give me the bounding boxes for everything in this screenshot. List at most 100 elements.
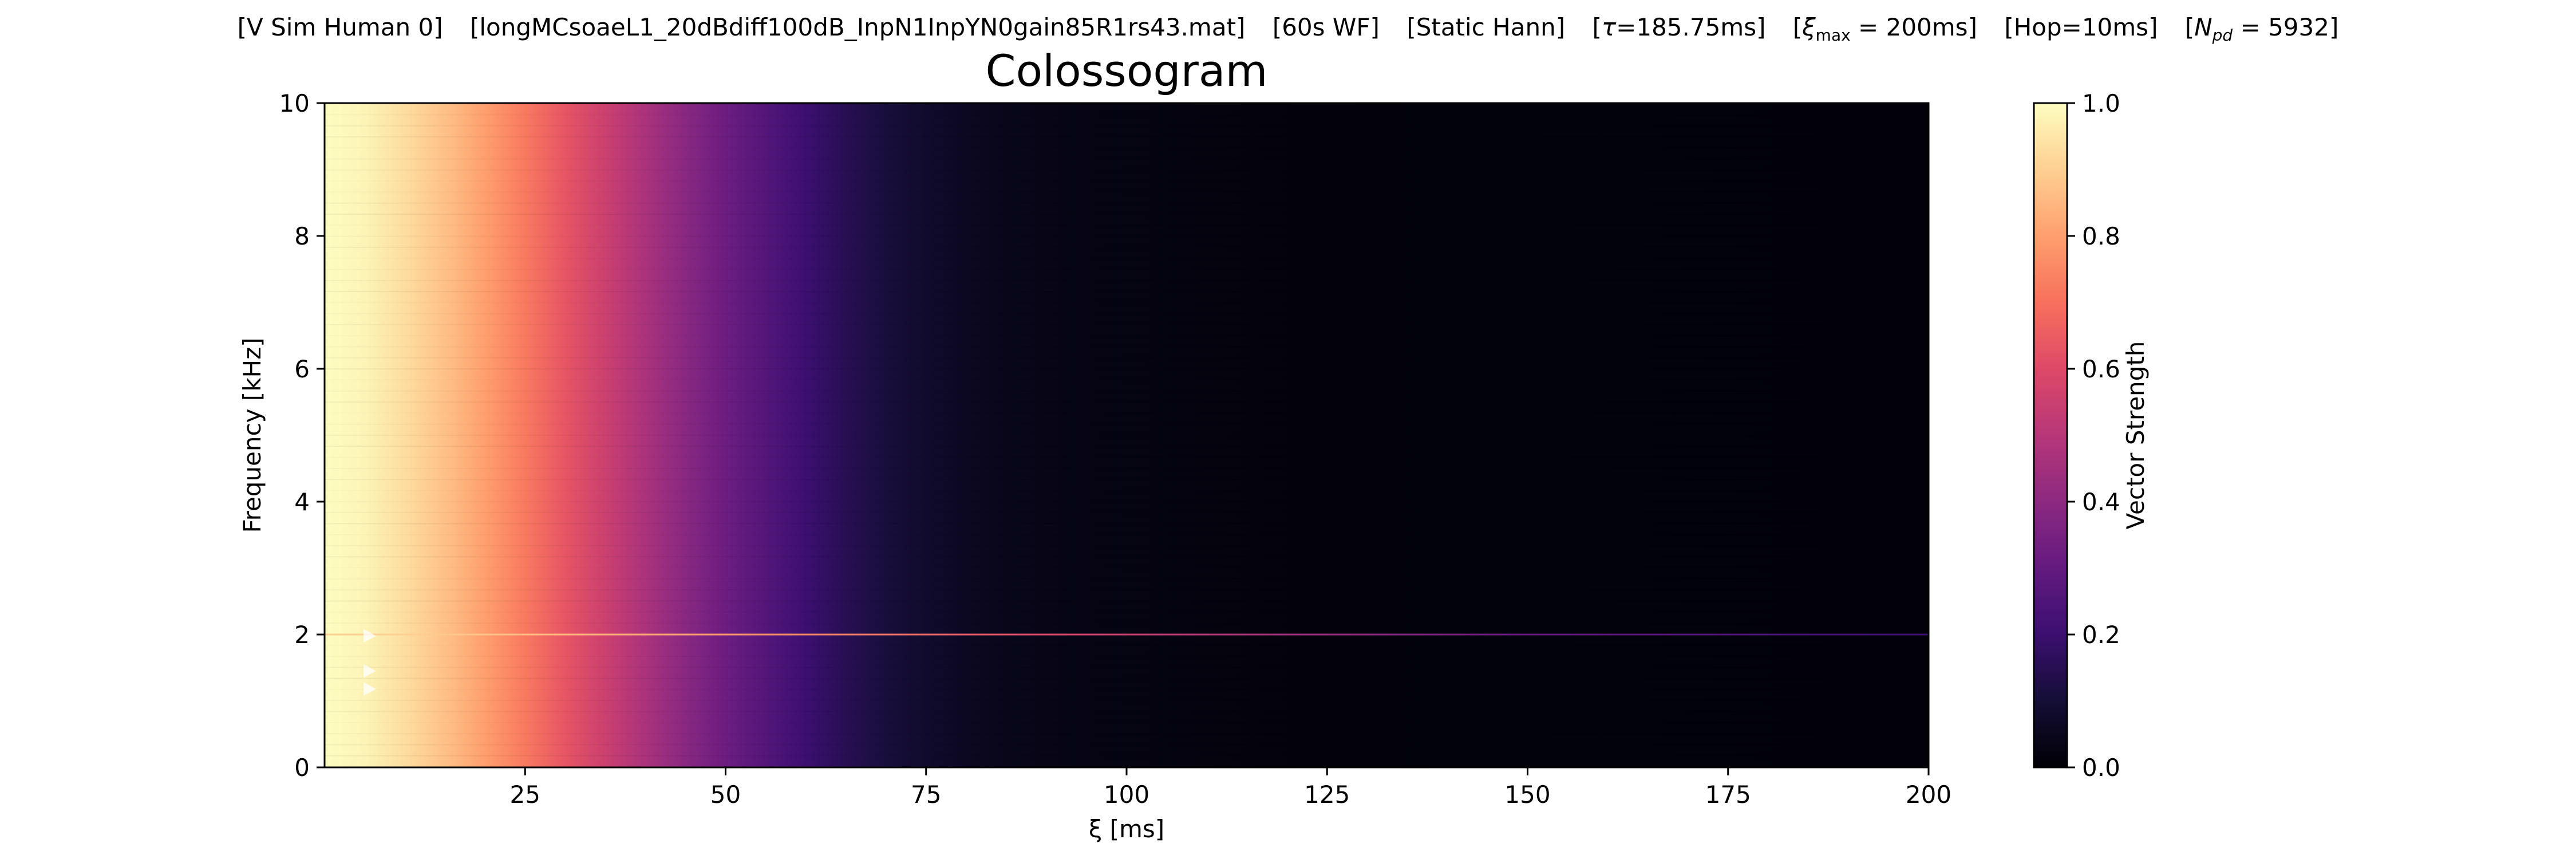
heatmap-row bbox=[325, 280, 1929, 281]
heatmap-row bbox=[325, 357, 1929, 358]
heatmap-row bbox=[325, 501, 1929, 502]
heatmap-row bbox=[325, 246, 1929, 248]
heatmap-plot: 25 50 75 100 125 150 175 200 0 2 4 6 8 10 bbox=[279, 89, 1952, 809]
suptitle-tau-close: ] bbox=[1756, 13, 1765, 41]
colorbar-tick-label: 0.4 bbox=[2082, 488, 2120, 516]
heatmap-row bbox=[325, 224, 1929, 226]
heatmap-row bbox=[325, 180, 1929, 182]
heatmap-tonal-line-2khz bbox=[325, 633, 1929, 636]
suptitle-file: [longMCsoaeL1_20dBdiff100dB_InpN1InpYN0g… bbox=[470, 13, 1245, 41]
heatmap-row bbox=[325, 733, 1929, 734]
heatmap-row bbox=[325, 700, 1929, 701]
suptitle-wf: [60s WF] bbox=[1273, 13, 1380, 41]
colorbar-ticks: 0.0 0.2 0.4 0.6 0.8 1.0 bbox=[2067, 89, 2120, 782]
suptitle-npd-value: 5932 bbox=[2268, 13, 2329, 41]
suptitle-ximax-symbol: ξ bbox=[1801, 13, 1816, 41]
heatmap-row bbox=[325, 446, 1929, 447]
heatmap-row-texture bbox=[325, 114, 1929, 756]
suptitle-ximax-subscript: max bbox=[1816, 26, 1851, 45]
heatmap-row bbox=[325, 600, 1929, 602]
figure-suptitle: [V Sim Human 0] [longMCsoaeL1_20dBdiff10… bbox=[238, 13, 2339, 45]
y-tick-label: 8 bbox=[294, 222, 310, 250]
suptitle-ximax-value: 200ms bbox=[1886, 13, 1968, 41]
heatmap-row bbox=[325, 191, 1929, 192]
colorbar-tick-label: 1.0 bbox=[2082, 89, 2120, 117]
heatmap-row bbox=[325, 236, 1929, 237]
heatmap-row bbox=[325, 401, 1929, 403]
y-tick-label: 2 bbox=[294, 621, 310, 649]
suptitle-ximax-open: [ bbox=[1793, 13, 1802, 41]
heatmap-row bbox=[325, 479, 1929, 480]
heatmap-row bbox=[325, 755, 1929, 756]
heatmap-row bbox=[325, 545, 1929, 546]
y-tick-label: 0 bbox=[294, 754, 310, 782]
heatmap-row bbox=[325, 744, 1929, 745]
suptitle-npd-subscript: pd bbox=[2212, 26, 2233, 45]
heatmap-row bbox=[325, 534, 1929, 535]
heatmap-row bbox=[325, 313, 1929, 314]
heatmap-row bbox=[325, 468, 1929, 469]
heatmap-marker-1 bbox=[364, 629, 377, 643]
chart-title: Colossogram bbox=[986, 45, 1268, 96]
heatmap-row bbox=[325, 677, 1929, 679]
colorbar-frame bbox=[2033, 102, 2068, 769]
suptitle-npd-open: [ bbox=[2185, 13, 2194, 41]
heatmap-row bbox=[325, 523, 1929, 525]
heatmap-row bbox=[325, 667, 1929, 668]
heatmap-row bbox=[325, 490, 1929, 491]
heatmap-row bbox=[325, 568, 1929, 569]
suptitle-npd-symbol: N bbox=[2194, 13, 2212, 41]
heatmap-row bbox=[325, 258, 1929, 259]
heatmap-row bbox=[325, 656, 1929, 657]
heatmap-marker-2 bbox=[364, 664, 377, 678]
suptitle-tau-open: [ bbox=[1592, 13, 1601, 41]
colorbar-image bbox=[2034, 103, 2067, 767]
heatmap-row bbox=[325, 589, 1929, 590]
suptitle-hop: [Hop=10ms] bbox=[2004, 13, 2158, 41]
heatmap-markers bbox=[364, 629, 377, 696]
heatmap-row bbox=[325, 291, 1929, 293]
x-tick-label: 75 bbox=[911, 781, 941, 809]
heatmap-row bbox=[325, 136, 1929, 137]
heatmap-row bbox=[325, 346, 1929, 348]
heatmap-row bbox=[325, 147, 1929, 148]
heatmap-row bbox=[325, 645, 1929, 646]
y-tick-label: 4 bbox=[294, 488, 310, 516]
colorbar: 0.0 0.2 0.4 0.6 0.8 1.0 bbox=[2033, 89, 2120, 782]
colorbar-tick-label: 0.2 bbox=[2082, 621, 2120, 649]
y-tick-label: 10 bbox=[279, 89, 310, 117]
heatmap-row bbox=[325, 412, 1929, 413]
heatmap-row bbox=[325, 169, 1929, 171]
x-tick-label: 200 bbox=[1906, 781, 1951, 809]
suptitle-ximax-close: ] bbox=[1968, 13, 1977, 41]
x-tick-label: 125 bbox=[1304, 781, 1350, 809]
x-axis-ticks: 25 50 75 100 125 150 175 200 bbox=[510, 767, 1951, 809]
suptitle-tau-symbol: τ bbox=[1602, 13, 1617, 41]
suptitle-npd-eq: = bbox=[2233, 13, 2268, 41]
suptitle-sim: [V Sim Human 0] bbox=[238, 13, 443, 41]
suptitle-tau-eq: = bbox=[1616, 13, 1636, 41]
heatmap-row bbox=[325, 269, 1929, 270]
heatmap-row bbox=[325, 435, 1929, 436]
heatmap-row bbox=[325, 159, 1929, 160]
heatmap-row bbox=[325, 711, 1929, 712]
heatmap-row bbox=[325, 214, 1929, 215]
heatmap-row bbox=[325, 203, 1929, 204]
heatmap-row bbox=[325, 457, 1929, 458]
x-tick-label: 50 bbox=[710, 781, 741, 809]
colorbar-tick-label: 0.8 bbox=[2082, 222, 2120, 250]
heatmap-row bbox=[325, 578, 1929, 580]
x-tick-label: 100 bbox=[1104, 781, 1149, 809]
suptitle-npd-close: ] bbox=[2329, 13, 2338, 41]
colorbar-label: Vector Strength bbox=[2121, 341, 2150, 530]
heatmap-row bbox=[325, 556, 1929, 558]
heatmap-row bbox=[325, 125, 1929, 127]
suptitle-window: [Static Hann] bbox=[1406, 13, 1565, 41]
heatmap-row bbox=[325, 114, 1929, 115]
heatmap-row bbox=[325, 722, 1929, 723]
heatmap-row bbox=[325, 424, 1929, 425]
heatmap-row bbox=[325, 335, 1929, 336]
heatmap-row bbox=[325, 368, 1929, 370]
heatmap-row bbox=[325, 302, 1929, 303]
